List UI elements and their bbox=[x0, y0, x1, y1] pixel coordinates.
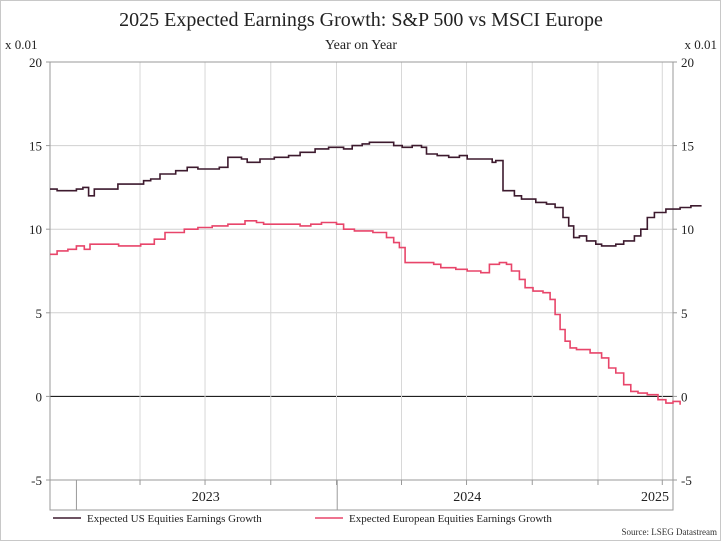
x-tick-label: 2023 bbox=[192, 490, 220, 505]
x-tick-label: 2025 bbox=[641, 490, 669, 505]
y-tick-label-left: 5 bbox=[36, 306, 43, 321]
chart-subtitle: Year on Year bbox=[325, 38, 397, 53]
x-axis-band bbox=[49, 479, 674, 511]
y-tick-label-left: 15 bbox=[29, 139, 42, 154]
y-tick-label-right: 15 bbox=[681, 139, 694, 154]
y-tick-label-left: 10 bbox=[29, 222, 42, 237]
plot-area-border bbox=[49, 61, 674, 481]
axis-ticks bbox=[46, 61, 677, 481]
x-axis-labels: 2023 2024 2025 bbox=[75, 480, 669, 510]
y-tick-label-right: 0 bbox=[681, 389, 688, 404]
y-tick-label-left: 0 bbox=[36, 389, 43, 404]
series-line-europe bbox=[50, 220, 681, 405]
y-tick-label-left: 20 bbox=[29, 55, 42, 70]
legend-label-europe: Expected European Equities Earnings Grow… bbox=[349, 513, 552, 525]
series-line-us bbox=[50, 141, 702, 247]
y-unit-right: x 0.01 bbox=[685, 37, 718, 52]
y-tick-label-right: 10 bbox=[681, 222, 694, 237]
series-lines bbox=[50, 141, 702, 405]
y-unit-left: x 0.01 bbox=[5, 37, 38, 52]
y-tick-label-left: -5 bbox=[31, 473, 42, 488]
y-tick-label-right: 5 bbox=[681, 306, 688, 321]
y-axis-labels: 20 20 15 15 10 10 5 5 0 0 -5 -5 bbox=[29, 55, 694, 488]
y-tick-label-right: 20 bbox=[681, 55, 694, 70]
legend-label-us: Expected US Equities Earnings Growth bbox=[87, 513, 262, 525]
chart-title: 2025 Expected Earnings Growth: S&P 500 v… bbox=[119, 9, 603, 31]
legend: Expected US Equities Earnings Growth Expe… bbox=[53, 513, 552, 525]
y-tick-label-right: -5 bbox=[681, 473, 692, 488]
source-note: Source: LSEG Datastream bbox=[622, 527, 717, 537]
x-tick-label: 2024 bbox=[453, 490, 481, 505]
gridlines bbox=[50, 62, 673, 480]
